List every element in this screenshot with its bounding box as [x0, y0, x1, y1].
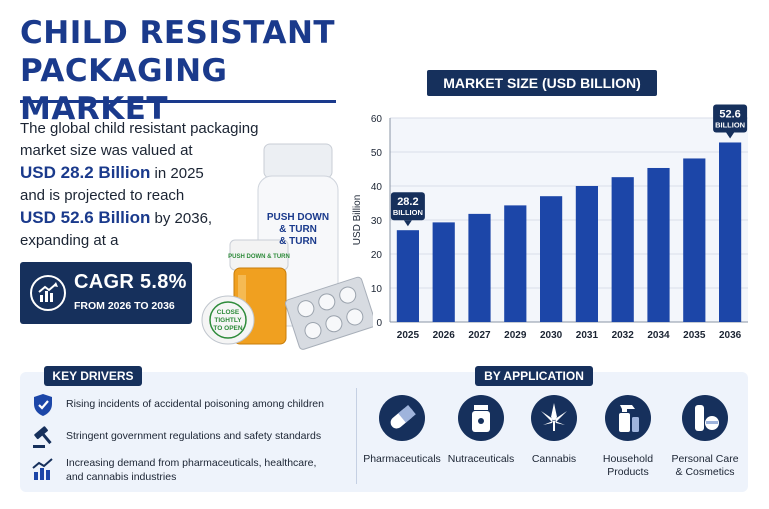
bar-2030 [540, 196, 563, 322]
x-tick-label: 2026 [433, 330, 456, 341]
bottle-label-line-2: & TURN [279, 224, 317, 235]
intro-line: expanding at a [20, 232, 119, 249]
value-2036: USD 52.6 Billion [20, 208, 151, 227]
supplement-jar-icon [458, 395, 504, 441]
driver-item: Stringent government regulations and saf… [30, 424, 350, 450]
driver-text: Stringent government regulations and saf… [66, 430, 322, 442]
callout-pointer [403, 220, 412, 227]
title-underline [20, 100, 336, 103]
bar-2034 [647, 167, 670, 322]
spray-bottle-icon [605, 395, 651, 441]
cagr-period: FROM 2026 TO 2036 [74, 300, 175, 312]
cagr-value: CAGR 5.8% [74, 271, 187, 293]
key-drivers-label: KEY DRIVERS [44, 366, 142, 386]
intro-line: market size was valued at [20, 142, 193, 159]
application-label: Pharmaceuticals [363, 453, 441, 465]
application-household-products: Household Products [588, 395, 668, 479]
application-label: Cannabis [531, 453, 577, 465]
intro-line: USD 52.6 Billion by 2036, [20, 207, 270, 230]
x-tick-label: 2025 [397, 330, 420, 341]
intro-line: and is projected to reach [20, 187, 185, 204]
y-tick-label: 50 [371, 148, 383, 159]
callout-pointer [726, 132, 735, 139]
y-axis-label: USD Billion [352, 195, 363, 246]
panel-divider [356, 388, 357, 484]
value-2025: USD 28.2 Billion [20, 163, 151, 182]
pill-icon [379, 395, 425, 441]
callout-unit: BILLION [393, 208, 423, 217]
application-cannabis: Cannabis [514, 395, 594, 466]
callout-value: 52.6 [719, 108, 740, 120]
intro-text: The global child resistant packaging mar… [20, 118, 270, 252]
cap-label-line-2: TIGHTLY [214, 317, 242, 324]
y-tick-label: 30 [371, 216, 383, 227]
bottle-label-line-3: & TURN [279, 236, 317, 247]
bar-2032 [611, 177, 634, 322]
bottle-label-line-1: PUSH DOWN [267, 212, 329, 223]
bar-2025 [396, 230, 419, 322]
cap-label-line-1: CLOSE [217, 309, 240, 316]
driver-item: Increasing demand from pharmaceuticals, … [30, 456, 350, 484]
page-title: CHILD RESISTANT PACKAGING MARKET [20, 14, 350, 128]
x-tick-label: 2031 [576, 330, 599, 341]
title-line-1: CHILD RESISTANT [20, 15, 336, 51]
driver-text: Rising incidents of accidental poisoning… [66, 398, 324, 410]
application-personal-care: Personal Care & Cosmetics [665, 395, 745, 479]
x-tick-label: 2029 [504, 330, 527, 341]
intro-line: The global child resistant packaging [20, 120, 259, 137]
bar-2036 [719, 142, 742, 322]
y-tick-label: 40 [371, 182, 383, 193]
x-tick-label: 2027 [468, 330, 491, 341]
application-label-line-1: Household [602, 453, 654, 465]
bar-2035 [683, 158, 706, 322]
chart-title: MARKET SIZE (USD BILLION) [427, 70, 657, 96]
application-pharmaceuticals: Pharmaceuticals [362, 395, 442, 466]
shield-check-icon [30, 392, 56, 418]
application-label: Household Products [588, 453, 668, 479]
application-label-line-2: Products [607, 466, 649, 478]
callout-box [713, 104, 748, 133]
bar-2031 [575, 186, 598, 322]
driver-item: Rising incidents of accidental poisoning… [30, 392, 350, 418]
x-tick-label: 2035 [683, 330, 706, 341]
cosmetics-icon [682, 395, 728, 441]
bottles-picture: PUSH DOWN & TURN & TURN PUSH DOWN & TURN… [201, 143, 377, 350]
callout-box [390, 192, 425, 221]
growth-chart-icon [30, 275, 66, 311]
intro-by-2036: by 2036, [150, 210, 213, 227]
driver-text: Increasing demand from pharmaceuticals, … [66, 456, 316, 484]
x-tick-label: 2036 [719, 330, 742, 341]
intro-in-2025: in 2025 [150, 165, 204, 182]
application-label: Personal Care & Cosmetics [665, 453, 745, 479]
gavel-icon [30, 424, 56, 450]
title-line-2: PACKAGING MARKET [20, 53, 228, 127]
driver-text-line-2: and cannabis industries [66, 471, 177, 483]
application-nutraceuticals: Nutraceuticals [441, 395, 521, 466]
x-tick-label: 2032 [612, 330, 635, 341]
growth-chart-icon [30, 456, 56, 482]
application-label-line-2: & Cosmetics [675, 466, 735, 478]
callout-unit: BILLION [715, 120, 745, 129]
y-tick-label: 0 [376, 318, 382, 329]
intro-line: USD 28.2 Billion in 2025 [20, 162, 270, 185]
bar-2027 [468, 213, 491, 322]
application-label-line-1: Personal Care [671, 453, 739, 465]
bar-2026 [432, 222, 455, 322]
x-tick-label: 2034 [647, 330, 670, 341]
y-tick-label: 20 [371, 250, 383, 261]
by-application-label: BY APPLICATION [475, 366, 593, 386]
cannabis-leaf-icon [531, 395, 577, 441]
callout-value: 28.2 [397, 196, 418, 208]
driver-text-line-1: Increasing demand from pharmaceuticals, … [66, 457, 317, 469]
small-cap-label: PUSH DOWN & TURN [228, 254, 290, 260]
packaging-illustration: PUSH DOWN & TURN & TURN PUSH DOWN & TURN… [198, 140, 377, 350]
y-tick-label: 10 [371, 284, 383, 295]
bar-2029 [504, 205, 527, 322]
cap-label-line-3: TO OPEN [213, 325, 242, 332]
y-tick-label: 60 [371, 114, 383, 125]
cagr-badge: CAGR 5.8% FROM 2026 TO 2036 [20, 262, 192, 324]
application-label: Nutraceuticals [447, 453, 515, 465]
x-tick-label: 2030 [540, 330, 563, 341]
